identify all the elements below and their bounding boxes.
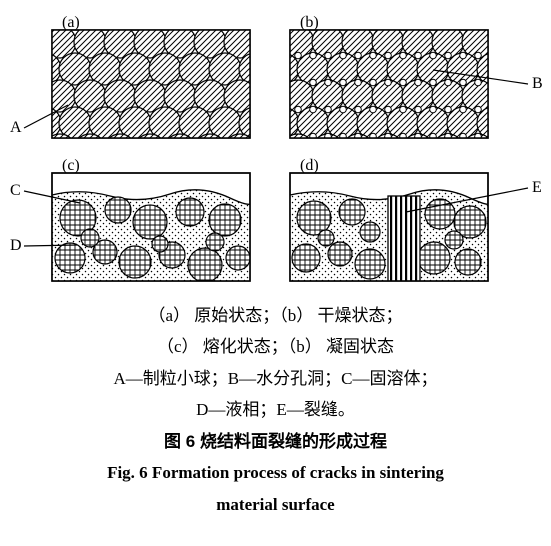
caption-line-2: （c） 熔化状态；（b） 凝固状态	[0, 331, 551, 362]
caption-line-3: A—制粒小球；B—水分孔洞；C—固溶体；	[0, 363, 551, 394]
pointer-label-D: D	[10, 237, 22, 254]
title-en-1: Fig. 6 Formation process of cracks in si…	[0, 457, 551, 488]
caption-line-4: D—液相；E—裂缝。	[0, 394, 551, 425]
panel-label-b: (b)	[300, 14, 319, 31]
panel-b	[252, 26, 539, 167]
pointer-label-E: E	[532, 179, 542, 196]
caption-line-1: （a） 原始状态；（b） 干燥状态；	[0, 300, 551, 331]
title-en-2: material surface	[0, 489, 551, 520]
pointer-label-A: A	[10, 119, 22, 136]
panel-label-d: (d)	[300, 157, 319, 174]
pointer-label-B: B	[532, 75, 543, 92]
title-cn: 图 6 烧结料面裂缝的形成过程	[0, 426, 551, 457]
pointer-label-C: C	[10, 182, 21, 199]
figure-6: { "figure": { "type": "diagram", "panels…	[0, 0, 551, 546]
panel-a	[14, 26, 301, 166]
panel-c	[52, 173, 253, 282]
panel-label-c: (c)	[62, 157, 80, 174]
panel-label-a: (a)	[62, 14, 80, 31]
panel-d	[290, 173, 491, 281]
captions: （a） 原始状态；（b） 干燥状态； （c） 熔化状态；（b） 凝固状态 A—制…	[0, 300, 551, 520]
diagram-svg: (a) (b) (c) (d) A B C D E	[0, 0, 551, 300]
